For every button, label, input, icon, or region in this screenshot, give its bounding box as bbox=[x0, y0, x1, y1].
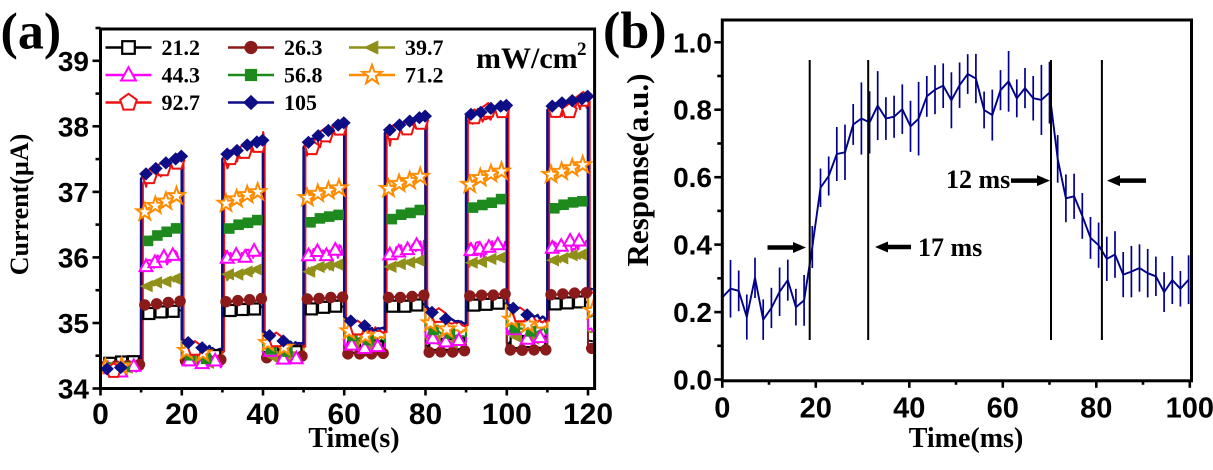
svg-text:0.0: 0.0 bbox=[673, 365, 712, 396]
svg-text:37: 37 bbox=[58, 177, 89, 208]
svg-text:100: 100 bbox=[1166, 393, 1213, 425]
svg-text:Current(µA): Current(µA) bbox=[5, 134, 34, 276]
svg-text:105: 105 bbox=[284, 90, 317, 115]
svg-text:120: 120 bbox=[563, 398, 613, 431]
svg-text:40: 40 bbox=[246, 398, 279, 431]
svg-text:12 ms: 12 ms bbox=[946, 165, 1010, 194]
svg-text:20: 20 bbox=[800, 393, 832, 425]
svg-text:26.3: 26.3 bbox=[284, 35, 323, 60]
svg-text:92.7: 92.7 bbox=[162, 90, 201, 115]
svg-text:1.0: 1.0 bbox=[673, 27, 712, 58]
svg-text:39: 39 bbox=[58, 46, 89, 77]
svg-text:34: 34 bbox=[58, 374, 90, 405]
svg-text:39.7: 39.7 bbox=[405, 35, 444, 60]
svg-text:60: 60 bbox=[987, 393, 1019, 425]
svg-text:38: 38 bbox=[58, 111, 89, 142]
svg-text:(b): (b) bbox=[603, 3, 667, 60]
svg-text:0: 0 bbox=[92, 398, 109, 431]
svg-text:Response(a.u.): Response(a.u.) bbox=[620, 74, 655, 267]
svg-text:56.8: 56.8 bbox=[284, 63, 323, 88]
svg-text:Time(ms): Time(ms) bbox=[909, 423, 1024, 454]
svg-text:36: 36 bbox=[58, 242, 89, 273]
svg-text:0.8: 0.8 bbox=[673, 95, 712, 126]
svg-text:20: 20 bbox=[165, 398, 198, 431]
svg-text:35: 35 bbox=[58, 308, 89, 339]
svg-text:(a): (a) bbox=[1, 4, 62, 61]
svg-text:17 ms: 17 ms bbox=[918, 233, 982, 262]
svg-text:80: 80 bbox=[409, 398, 442, 431]
svg-text:0.4: 0.4 bbox=[673, 230, 712, 261]
svg-text:2: 2 bbox=[577, 39, 587, 60]
svg-text:21.2: 21.2 bbox=[162, 35, 201, 60]
svg-text:71.2: 71.2 bbox=[405, 63, 444, 88]
svg-text:0.2: 0.2 bbox=[673, 297, 712, 328]
svg-text:mW/cm: mW/cm bbox=[476, 42, 578, 75]
svg-text:80: 80 bbox=[1080, 393, 1112, 425]
svg-text:Time(s): Time(s) bbox=[308, 423, 399, 454]
svg-text:40: 40 bbox=[893, 393, 925, 425]
svg-text:0.6: 0.6 bbox=[673, 162, 712, 193]
svg-text:60: 60 bbox=[328, 398, 361, 431]
svg-text:0: 0 bbox=[714, 393, 730, 425]
svg-text:44.3: 44.3 bbox=[162, 63, 201, 88]
svg-text:100: 100 bbox=[482, 398, 532, 431]
